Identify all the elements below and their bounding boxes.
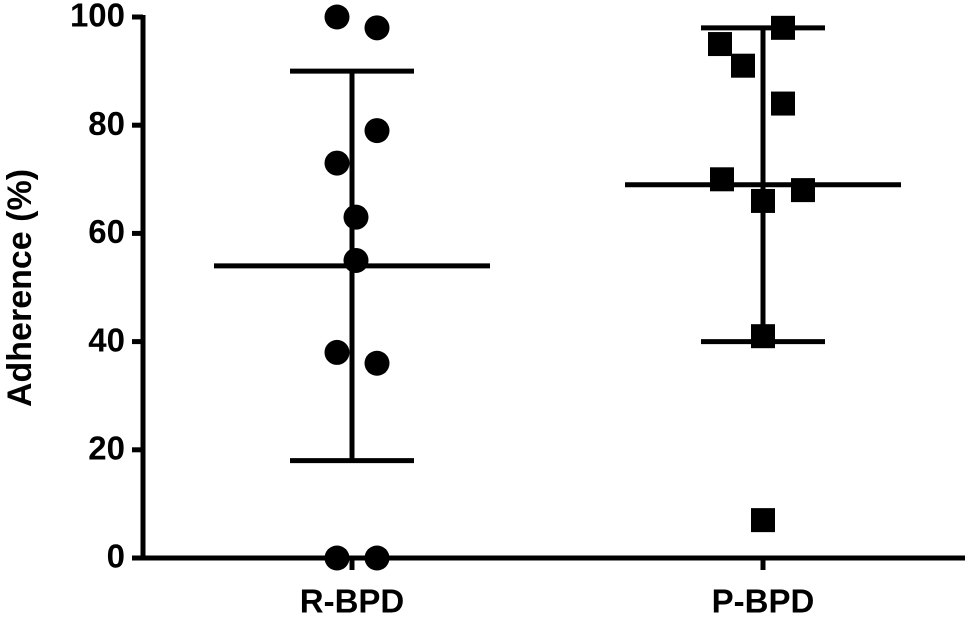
y-tick-label: 40: [88, 321, 125, 358]
y-tick-label: 60: [88, 213, 125, 250]
data-point: [710, 167, 734, 192]
data-point: [791, 178, 815, 203]
data-point: [324, 150, 350, 176]
data-point: [731, 53, 755, 78]
data-point: [343, 247, 369, 273]
data-point: [364, 350, 390, 376]
data-point: [324, 545, 350, 571]
data-point: [324, 339, 350, 365]
y-tick-label: 80: [88, 105, 125, 142]
data-point: [364, 545, 390, 571]
data-point: [771, 91, 795, 116]
y-tick-label: 100: [70, 0, 125, 34]
y-tick-label: 0: [107, 538, 125, 575]
y-tick-label: 20: [88, 430, 125, 467]
x-tick-label: R-BPD: [300, 583, 405, 620]
x-tick-label: P-BPD: [712, 583, 815, 620]
data-point: [364, 15, 390, 41]
y-axis-title: Adherence (%): [1, 169, 39, 407]
data-point: [708, 32, 732, 57]
data-point: [324, 4, 350, 30]
data-point: [343, 204, 369, 230]
data-point: [364, 118, 390, 144]
data-point: [751, 508, 775, 533]
